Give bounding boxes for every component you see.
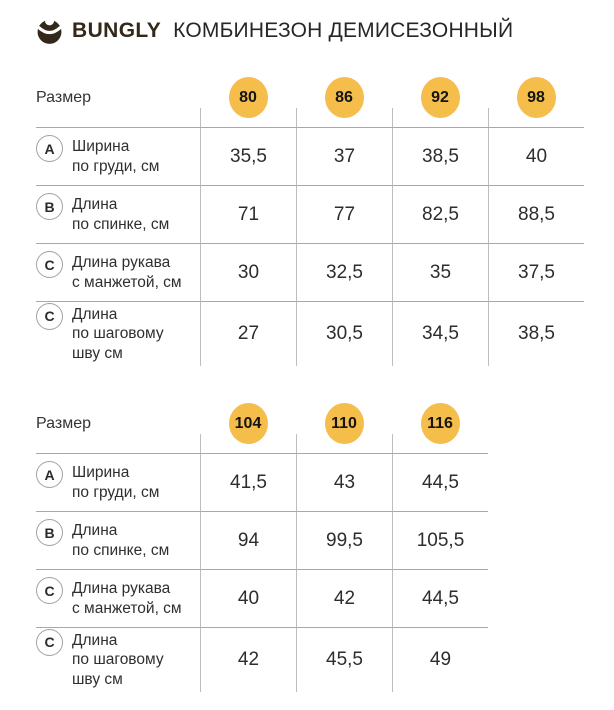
- measure-value: 77: [296, 186, 392, 244]
- brand-logo-smiley-icon: [36, 17, 63, 45]
- size-badge-104: 104: [228, 403, 268, 444]
- measure-label: Длина по спинке, см: [72, 522, 170, 559]
- size-column-header: 80: [200, 68, 296, 128]
- measure-value: 105,5: [392, 512, 488, 570]
- size-column-header: 92: [392, 68, 488, 128]
- size-column-header: 110: [296, 394, 392, 454]
- size-badge-92: 92: [420, 77, 460, 118]
- size-column-header: 104: [200, 394, 296, 454]
- measure-letter-badge: B: [36, 519, 63, 546]
- measure-value: 45,5: [296, 628, 392, 692]
- measure-label-cell: A Ширина по груди, см: [36, 454, 200, 512]
- measure-value: 35: [392, 244, 488, 302]
- measure-value: 44,5: [392, 454, 488, 512]
- measure-label-cell: A Ширина по груди, см: [36, 128, 200, 186]
- measure-label: Ширина по груди, см: [72, 138, 160, 175]
- measure-letter-badge: A: [36, 135, 63, 162]
- measure-value: 99,5: [296, 512, 392, 570]
- measure-value: 32,5: [296, 244, 392, 302]
- size-badge-116: 116: [420, 403, 460, 444]
- measure-label-cell: C Длина по шаговому шву см: [36, 628, 200, 692]
- measure-value: 30,5: [296, 302, 392, 366]
- size-table-104-116: Размер 104 110 116 A Ширина по груди, см…: [36, 394, 590, 692]
- measure-label-cell: B Длина по спинке, см: [36, 512, 200, 570]
- size-row-label-text: Размер: [36, 414, 91, 432]
- measure-value: 88,5: [488, 186, 584, 244]
- measure-label-group: B Длина по спинке, см: [36, 519, 170, 560]
- measure-label-group: C Длина по шаговому шву см: [36, 302, 164, 364]
- measure-label: Ширина по груди, см: [72, 464, 160, 501]
- measure-label-group: A Ширина по груди, см: [36, 461, 160, 502]
- measure-value: 94: [200, 512, 296, 570]
- measure-letter-badge: C: [36, 302, 63, 330]
- measure-label-group: C Длина рукава с манжетой, см: [36, 251, 182, 292]
- measure-value: 38,5: [488, 302, 584, 366]
- measure-value: 38,5: [392, 128, 488, 186]
- measure-label-group: A Ширина по груди, см: [36, 135, 160, 176]
- measure-label-group: C Длина по шаговому шву см: [36, 628, 164, 690]
- measure-value: 37,5: [488, 244, 584, 302]
- measure-value: 44,5: [392, 570, 488, 628]
- measure-value: 82,5: [392, 186, 488, 244]
- page-title: КОМБИНЕЗОН ДЕМИСЕЗОННЫЙ: [173, 19, 514, 42]
- size-badge-110: 110: [324, 403, 364, 444]
- measure-label-group: C Длина рукава с манжетой, см: [36, 577, 182, 618]
- measure-letter-badge: C: [36, 628, 63, 656]
- measure-value: 71: [200, 186, 296, 244]
- measure-label: Длина рукава с манжетой, см: [72, 254, 182, 291]
- size-column-header: 116: [392, 394, 488, 454]
- measure-label-group: B Длина по спинке, см: [36, 193, 170, 234]
- measure-value: 40: [488, 128, 584, 186]
- measure-label: Длина рукава с манжетой, см: [72, 580, 182, 617]
- size-column-header: 98: [488, 68, 584, 128]
- size-row-label: Размер: [36, 394, 200, 454]
- measure-value: 27: [200, 302, 296, 366]
- measure-value: 49: [392, 628, 488, 692]
- measure-value: 35,5: [200, 128, 296, 186]
- measure-label-cell: B Длина по спинке, см: [36, 186, 200, 244]
- measure-value: 30: [200, 244, 296, 302]
- measure-value: 37: [296, 128, 392, 186]
- measure-letter-badge: A: [36, 461, 63, 488]
- measure-label-cell: C Длина рукава с манжетой, см: [36, 244, 200, 302]
- measure-label-cell: C Длина по шаговому шву см: [36, 302, 200, 366]
- size-table-80-98: Размер 80 86 92 98 A Ширина по груди, см…: [36, 68, 590, 366]
- size-badge-80: 80: [228, 77, 268, 118]
- size-row-label: Размер: [36, 68, 200, 128]
- measure-value: 43: [296, 454, 392, 512]
- measure-letter-badge: B: [36, 193, 63, 220]
- measure-value: 42: [296, 570, 392, 628]
- size-badge-98: 98: [516, 77, 556, 118]
- measure-letter-badge: C: [36, 251, 63, 278]
- header: BUNGLY КОМБИНЕЗОН ДЕМИСЕЗОННЫЙ: [36, 16, 590, 46]
- size-column-header: 86: [296, 68, 392, 128]
- measure-value: 40: [200, 570, 296, 628]
- measure-label-cell: C Длина рукава с манжетой, см: [36, 570, 200, 628]
- size-badge-86: 86: [324, 77, 364, 118]
- measure-label: Длина по шаговому шву см: [72, 305, 164, 362]
- size-row-label-text: Размер: [36, 88, 91, 106]
- measure-value: 41,5: [200, 454, 296, 512]
- measure-label: Длина по шаговому шву см: [72, 631, 164, 688]
- brand-name: BUNGLY: [72, 19, 162, 42]
- measure-label: Длина по спинке, см: [72, 196, 170, 233]
- measure-value: 42: [200, 628, 296, 692]
- measure-value: 34,5: [392, 302, 488, 366]
- measure-letter-badge: C: [36, 577, 63, 604]
